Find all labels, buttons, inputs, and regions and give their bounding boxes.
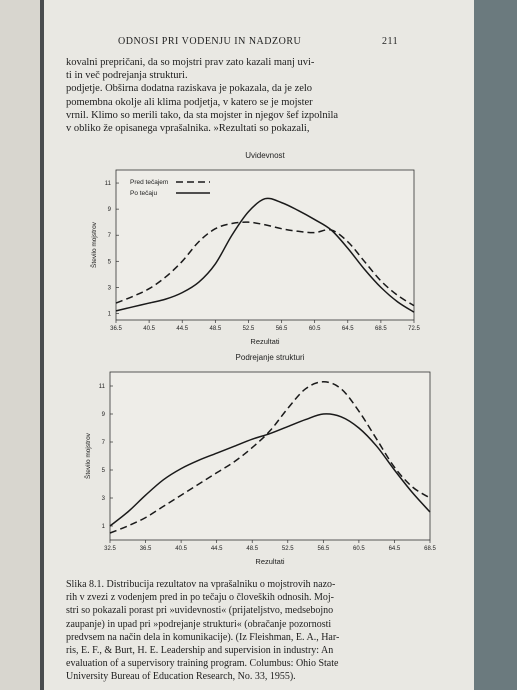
series-line bbox=[115, 221, 415, 307]
series-line bbox=[115, 197, 415, 313]
x-tick-label: 60.5 bbox=[309, 326, 321, 332]
series-line bbox=[109, 413, 431, 527]
x-tick-label: 52.5 bbox=[243, 326, 255, 332]
text-line: Slika 8.1. Distribucija rezultatov na vp… bbox=[66, 579, 336, 590]
y-axis-label: Število mojstrov bbox=[83, 432, 92, 479]
legend-label: Pred tečajem bbox=[130, 179, 168, 186]
x-tick-label: 56.5 bbox=[276, 326, 288, 332]
chart-title: Podrejanje strukturi bbox=[236, 353, 305, 362]
text-line: rih v zvezi z vodenjem pred in po tečaju… bbox=[66, 592, 334, 604]
text-line: kovalni prepričani, da so mojstri prav z… bbox=[66, 57, 315, 68]
left-page bbox=[0, 0, 40, 690]
y-tick-label: 3 bbox=[102, 496, 106, 502]
text-line: stri so pokazali porast pri »uvidevnosti… bbox=[66, 605, 334, 617]
y-tick-label: 1 bbox=[102, 524, 106, 530]
x-tick-label: 68.5 bbox=[375, 326, 387, 332]
x-tick-label: 60.5 bbox=[353, 546, 365, 552]
x-tick-label: 40.5 bbox=[175, 546, 187, 552]
text-line: University Bureau of Education Research,… bbox=[66, 671, 296, 683]
y-tick-label: 7 bbox=[108, 233, 112, 239]
x-axis-label: Rezultati bbox=[250, 337, 280, 346]
text-line: ti in več podrejanja strukturi. bbox=[66, 70, 188, 82]
text-line: v obliko že opisanega vprašalnika. »Rezu… bbox=[66, 123, 310, 134]
y-tick-label: 5 bbox=[102, 468, 106, 474]
text-line: vrnil. Klimo so merili tako, da sta mojs… bbox=[66, 109, 339, 121]
plot-frame bbox=[115, 169, 415, 321]
text-line: zaupanje) in upad pri »podrejanje strukt… bbox=[66, 618, 332, 630]
book-edge bbox=[474, 0, 517, 690]
running-header: ODNOSI PRI VODENJU IN NADZORU bbox=[118, 36, 302, 47]
plot-frame bbox=[109, 371, 431, 541]
x-axis-label: Rezultati bbox=[255, 557, 285, 566]
text-line: pomembna okolje ali klima podjetja, v ka… bbox=[66, 96, 313, 108]
y-tick-label: 3 bbox=[108, 285, 112, 291]
x-tick-label: 36.5 bbox=[110, 326, 122, 332]
text-line: podjetje. Obširna dodatna raziskava je p… bbox=[66, 83, 313, 95]
x-tick-label: 40.5 bbox=[143, 326, 155, 332]
x-tick-label: 32.5 bbox=[104, 546, 116, 552]
y-tick-label: 5 bbox=[108, 259, 112, 265]
y-tick-label: 1 bbox=[108, 311, 112, 317]
text-line: evaluation of a supervisory training pro… bbox=[66, 658, 339, 670]
y-tick-label: 7 bbox=[102, 440, 106, 446]
text-line: ris, E. F., & Burt, H. E. Leadership and… bbox=[66, 645, 334, 656]
y-tick-label: 11 bbox=[105, 181, 112, 187]
legend-label: Po tečaju bbox=[130, 190, 157, 197]
series-line bbox=[109, 381, 431, 534]
y-tick-label: 9 bbox=[108, 207, 112, 213]
x-tick-label: 68.5 bbox=[424, 546, 436, 552]
y-axis-label: Število mojstrov bbox=[89, 221, 98, 268]
x-tick-label: 72.5 bbox=[408, 326, 420, 332]
x-tick-label: 44.5 bbox=[211, 546, 223, 552]
x-tick-label: 64.5 bbox=[389, 546, 401, 552]
page-number: 211 bbox=[382, 36, 399, 47]
chart-title: Uvidevnost bbox=[245, 151, 285, 160]
text-line: predvsem na način dela in komunikacije).… bbox=[66, 631, 340, 643]
x-tick-label: 64.5 bbox=[342, 326, 354, 332]
y-tick-label: 11 bbox=[99, 384, 106, 390]
x-tick-label: 44.5 bbox=[176, 326, 188, 332]
book-page bbox=[44, 0, 474, 690]
x-tick-label: 56.5 bbox=[317, 546, 329, 552]
x-tick-label: 48.5 bbox=[246, 546, 258, 552]
y-tick-label: 9 bbox=[102, 412, 106, 418]
x-tick-label: 36.5 bbox=[140, 546, 152, 552]
x-tick-label: 48.5 bbox=[209, 326, 221, 332]
x-tick-label: 52.5 bbox=[282, 546, 294, 552]
